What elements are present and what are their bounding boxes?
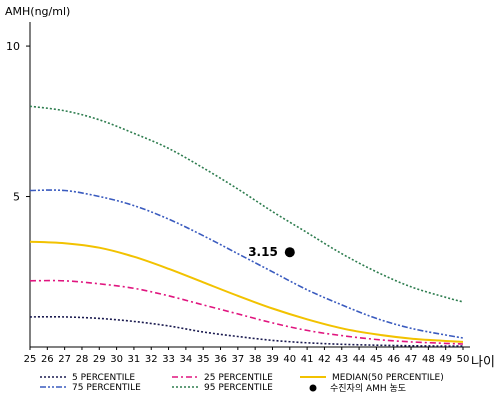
x-tick-label: 45 [370, 354, 383, 365]
x-axis-title: 나이 [471, 355, 495, 370]
x-tick-label: 49 [439, 354, 452, 365]
y-tick-label: 5 [13, 191, 20, 204]
x-tick-label: 38 [249, 354, 262, 365]
series-line [29, 240, 464, 343]
y-tick-label: 10 [6, 40, 20, 53]
series-lines [29, 105, 464, 347]
x-tick-label: 35 [197, 354, 210, 365]
x-tick-label: 40 [283, 354, 296, 365]
x-tick-label: 46 [387, 354, 400, 365]
series-line [29, 279, 464, 345]
legend-label: 75 PERCENTILE [72, 383, 141, 393]
x-tick-label: 48 [422, 354, 435, 365]
legend-label: 95 PERCENTILE [204, 383, 273, 393]
x-tick-label: 31 [128, 354, 141, 365]
x-ticks: 25 26 27 28 29 30 31 32 33 34 35 36 37 38 39 40 41 42 43 44… [24, 347, 470, 365]
x-tick-label: 29 [93, 354, 106, 365]
x-tick-label: 50 [457, 354, 470, 365]
legend-label: 5 PERCENTILE [72, 373, 135, 383]
point-layer: 3.15 [248, 245, 295, 259]
x-tick-label: 27 [58, 354, 71, 365]
series-line [29, 189, 464, 339]
x-tick-label: 42 [318, 354, 331, 365]
x-tick-label: 37 [231, 354, 244, 365]
x-tick-label: 25 [24, 354, 37, 365]
x-tick-label: 30 [110, 354, 123, 365]
legend-label: 25 PERCENTILE [204, 373, 273, 383]
series-line [29, 105, 464, 303]
patient-amh-point [284, 247, 295, 258]
x-tick-label: 28 [76, 354, 89, 365]
patient-amh-value-label: 3.15 [248, 245, 278, 259]
legend-label: MEDIAN(50 PERCENTILE) [332, 373, 444, 383]
x-tick-label: 43 [335, 354, 348, 365]
x-tick-label: 47 [405, 354, 418, 365]
x-tick-label: 39 [266, 354, 279, 365]
legend: 5 PERCENTILE 25 PERCENTILE MEDIAN(50 PERCE… [40, 373, 444, 394]
x-tick-label: 32 [145, 354, 158, 365]
x-tick-label: 34 [180, 354, 193, 365]
legend-point-label: 수진자의 AMH 농도 [330, 383, 406, 394]
series-line [29, 316, 463, 347]
x-tick-label: 36 [214, 354, 227, 365]
legend-point-marker [309, 384, 317, 392]
y-axis-title: AMH(ng/ml) [5, 5, 70, 18]
x-tick-label: 44 [353, 354, 366, 365]
x-tick-label: 33 [162, 354, 175, 365]
x-tick-label: 41 [301, 354, 314, 365]
y-ticks: 5 10 [6, 40, 30, 204]
x-tick-label: 26 [41, 354, 54, 365]
